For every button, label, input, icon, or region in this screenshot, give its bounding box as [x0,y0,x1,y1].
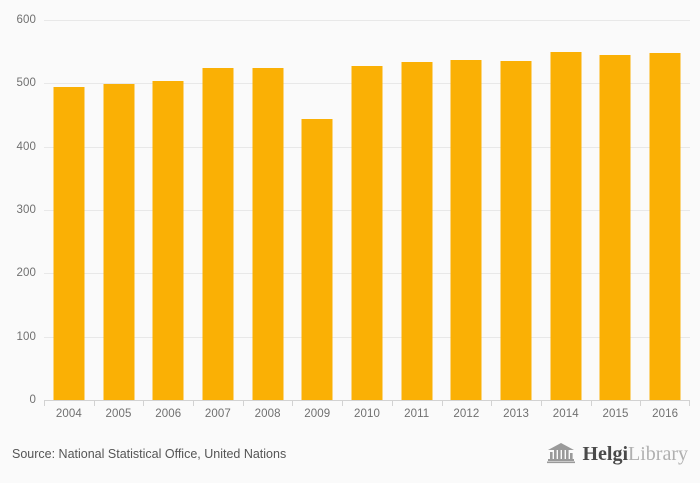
x-tick-label-2006: 2006 [155,408,182,420]
bar-2005[interactable] [103,83,135,400]
x-tick-mark [44,400,45,406]
bar-group [94,20,144,400]
bar-group [143,20,193,400]
logo-text-secondary: Library [628,443,688,465]
x-tick-label-2004: 2004 [55,408,82,420]
y-tick-label: 400 [16,140,36,153]
x-tick-mark [391,400,393,406]
gridline-600 [44,20,690,21]
y-axis: 0 100 200 300 400 500 600 [0,14,36,406]
bar-2004[interactable] [53,87,85,400]
bar-series [44,20,690,400]
y-tick-label: 300 [16,204,36,216]
x-tick-label-2007: 2007 [204,408,231,420]
x-tick-mark [441,400,443,406]
x-tick-label-2008: 2008 [254,408,281,420]
bar-group [442,20,492,400]
x-axis: 2004 2005 2006 2007 2008 2009 2010 2011 2012 2013… [44,400,690,424]
bar-group [342,20,392,400]
bar-2014[interactable] [550,51,582,400]
bar-2015[interactable] [599,55,631,400]
y-tick-label: 0 [29,394,36,406]
y-tick-label: 100 [16,330,36,343]
x-tick-label-2005: 2005 [105,408,132,420]
x-tick-label-2015: 2015 [602,408,629,420]
x-tick-label-2012: 2012 [453,408,480,420]
x-tick-label-2010: 2010 [354,408,380,420]
x-tick-label-2011: 2011 [404,408,430,420]
bar-2008[interactable] [252,67,284,400]
bar-group [44,20,94,400]
x-tick-mark [342,400,344,406]
x-tick-mark [242,400,244,406]
bar-group [292,20,342,400]
library-building-icon [547,443,576,464]
x-tick-mark [590,400,592,406]
x-tick-label-2009: 2009 [304,408,331,420]
x-tick-mark [143,400,145,406]
source-attribution: Source: National Statistical Office, Uni… [12,447,287,461]
bar-group [392,20,442,400]
y-tick-label: 600 [16,14,36,26]
x-tick-mark [640,400,642,406]
helgi-library-logo[interactable]: HelgiLibrary [546,443,688,465]
bar-group [243,20,293,400]
x-tick-label-2014: 2014 [552,408,579,420]
y-tick-label: 500 [16,77,36,90]
logo-text-primary: Helgi [582,443,629,465]
bar-2009[interactable] [301,118,333,400]
bar-group [591,20,641,400]
bar-2016[interactable] [649,52,681,400]
bar-2007[interactable] [202,67,234,400]
x-tick-label-2016: 2016 [652,408,679,420]
bar-group [541,20,591,400]
bar-2013[interactable] [500,60,532,400]
x-tick-mark [540,400,542,406]
bar-2006[interactable] [152,81,184,400]
x-tick-mark [292,400,294,406]
x-tick-mark [491,400,493,406]
logo-wordmark: HelgiLibrary [582,444,688,464]
bar-2011[interactable] [401,61,433,400]
chart-footer: Source: National Statistical Office, Uni… [0,430,700,483]
bar-group [193,20,243,400]
bar-group [491,20,541,400]
bar-group [640,20,690,400]
x-tick-label-2013: 2013 [503,408,530,420]
bar-2012[interactable] [450,59,482,400]
x-axis-line [44,400,690,401]
x-tick-mark [93,400,95,406]
bar-2010[interactable] [351,66,383,400]
x-tick-mark [689,400,690,406]
y-tick-label: 200 [16,267,36,280]
x-tick-mark [193,400,195,406]
